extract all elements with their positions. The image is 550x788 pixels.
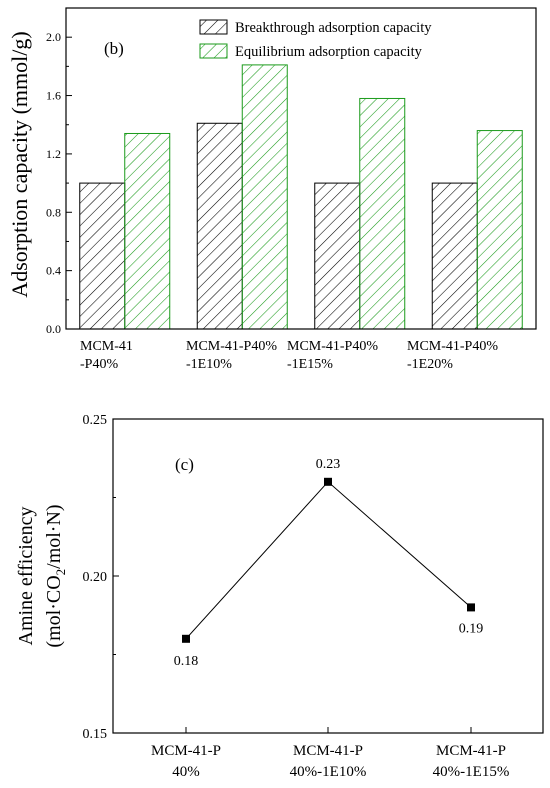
x-tick-label: MCM-41-P40% -1E20% xyxy=(407,339,498,372)
equilibrium-bar xyxy=(476,130,523,330)
y-tick-label: 0.25 xyxy=(83,413,108,428)
line-chart-y-axis-label-line2: (mol·CO2/mol·N) xyxy=(43,504,68,647)
x-tick-label-line: -P40% xyxy=(80,357,118,372)
x-tick-label-line: MCM-41-P40% xyxy=(287,339,378,354)
breakthrough-bar xyxy=(79,182,126,330)
data-label: 0.18 xyxy=(174,654,199,669)
line-chart-panel: 0.15 0.20 0.25 MCM-41-P 40% MCM-41-P 40%-1E10… xyxy=(15,413,544,780)
x-tick-label-line: 40%-1E10% xyxy=(290,764,367,780)
line-chart-plot-frame xyxy=(112,418,544,734)
bar-chart-panel: 0.00.40.81.21.62.0 MCM-41 -P40%MCM-41-P40… xyxy=(7,7,537,372)
data-label: 0.19 xyxy=(459,621,484,636)
x-tick-label: MCM-41-P 40%-1E15% xyxy=(433,743,510,780)
x-tick-label-line: MCM-41-P40% xyxy=(186,339,277,354)
y-tick-label: 0.8 xyxy=(46,205,61,219)
x-tick-label-line: MCM-41 xyxy=(80,339,133,354)
y-label-unit-pre: (mol·CO xyxy=(43,575,65,647)
x-tick-label-line: MCM-41-P xyxy=(151,743,221,759)
x-tick-label-line: MCM-41-P xyxy=(293,743,363,759)
x-tick-label: MCM-41 -P40% xyxy=(80,339,133,372)
equilibrium-bar xyxy=(241,64,288,330)
line-chart-panel-label: (c) xyxy=(175,455,194,474)
y-tick-label: 0.0 xyxy=(46,322,61,336)
y-tick-label: 2.0 xyxy=(46,30,61,44)
breakthrough-bar xyxy=(431,182,478,330)
bar-chart-legend: Breakthrough adsorption capacity Equilib… xyxy=(199,19,432,60)
legend-label-breakthrough: Breakthrough adsorption capacity xyxy=(235,20,432,36)
y-tick-label: 1.6 xyxy=(46,89,61,103)
bar-chart-y-axis-label: Adsorption capacity (mmol/g) xyxy=(7,31,32,297)
y-tick-label: 0.15 xyxy=(83,727,108,742)
x-tick-label: MCM-41-P40% -1E15% xyxy=(287,339,378,372)
x-tick-label: MCM-41-P 40% xyxy=(151,743,221,780)
y-label-subscript: 2 xyxy=(53,569,68,576)
x-tick-label-line: -1E20% xyxy=(407,357,453,372)
amine-efficiency-line xyxy=(185,481,472,640)
equilibrium-bar xyxy=(359,97,406,330)
bar-chart-y-ticks: 0.0 0.4 0.8 1.2 1.6 2.0 xyxy=(46,30,72,336)
line-chart-data-labels: 0.18 0.23 0.19 xyxy=(174,457,484,669)
x-tick-label: MCM-41-P 40%-1E10% xyxy=(290,743,367,780)
line-chart-y-axis-label: Amine efficiency (mol·CO2/mol·N) xyxy=(15,504,68,647)
line-chart-y-axis-label-line1: Amine efficiency xyxy=(15,506,37,645)
y-tick-label: 1.2 xyxy=(46,147,61,161)
data-point xyxy=(467,603,475,612)
bar-chart-plot-frame xyxy=(65,7,537,330)
legend-swatch-breakthrough xyxy=(199,19,228,35)
line-chart-points xyxy=(182,477,475,643)
x-tick-label-line: -1E15% xyxy=(287,357,333,372)
x-tick-label-line: MCM-41-P40% xyxy=(407,339,498,354)
legend-swatch-equilibrium xyxy=(199,43,228,59)
y-label-unit-post: /mol·N) xyxy=(43,504,65,568)
y-tick-label: 0.4 xyxy=(46,264,61,278)
bar-chart-x-tick-labels: MCM-41 -P40% MCM-41-P40% -1E10% MCM-41-P40% -… xyxy=(80,339,498,372)
data-label: 0.23 xyxy=(316,457,341,472)
equilibrium-bar xyxy=(124,132,171,330)
breakthrough-bar xyxy=(196,122,243,330)
data-point xyxy=(182,634,190,643)
x-tick-label-line: 40%-1E15% xyxy=(433,764,510,780)
bar-chart-bars xyxy=(79,64,523,330)
x-tick-label-line: -1E10% xyxy=(186,357,232,372)
data-point xyxy=(324,477,332,486)
legend-label-equilibrium: Equilibrium adsorption capacity xyxy=(235,44,423,60)
y-tick-label: 0.20 xyxy=(83,570,108,585)
x-tick-label: MCM-41-P40% -1E10% xyxy=(186,339,277,372)
x-tick-label-line: MCM-41-P xyxy=(436,743,506,759)
bar-chart-panel-label: (b) xyxy=(104,39,124,58)
line-chart-x-tick-labels: MCM-41-P 40% MCM-41-P 40%-1E10% MCM-41-P 40%-… xyxy=(151,727,509,780)
breakthrough-bar xyxy=(314,182,361,330)
x-tick-label-line: 40% xyxy=(172,764,200,780)
